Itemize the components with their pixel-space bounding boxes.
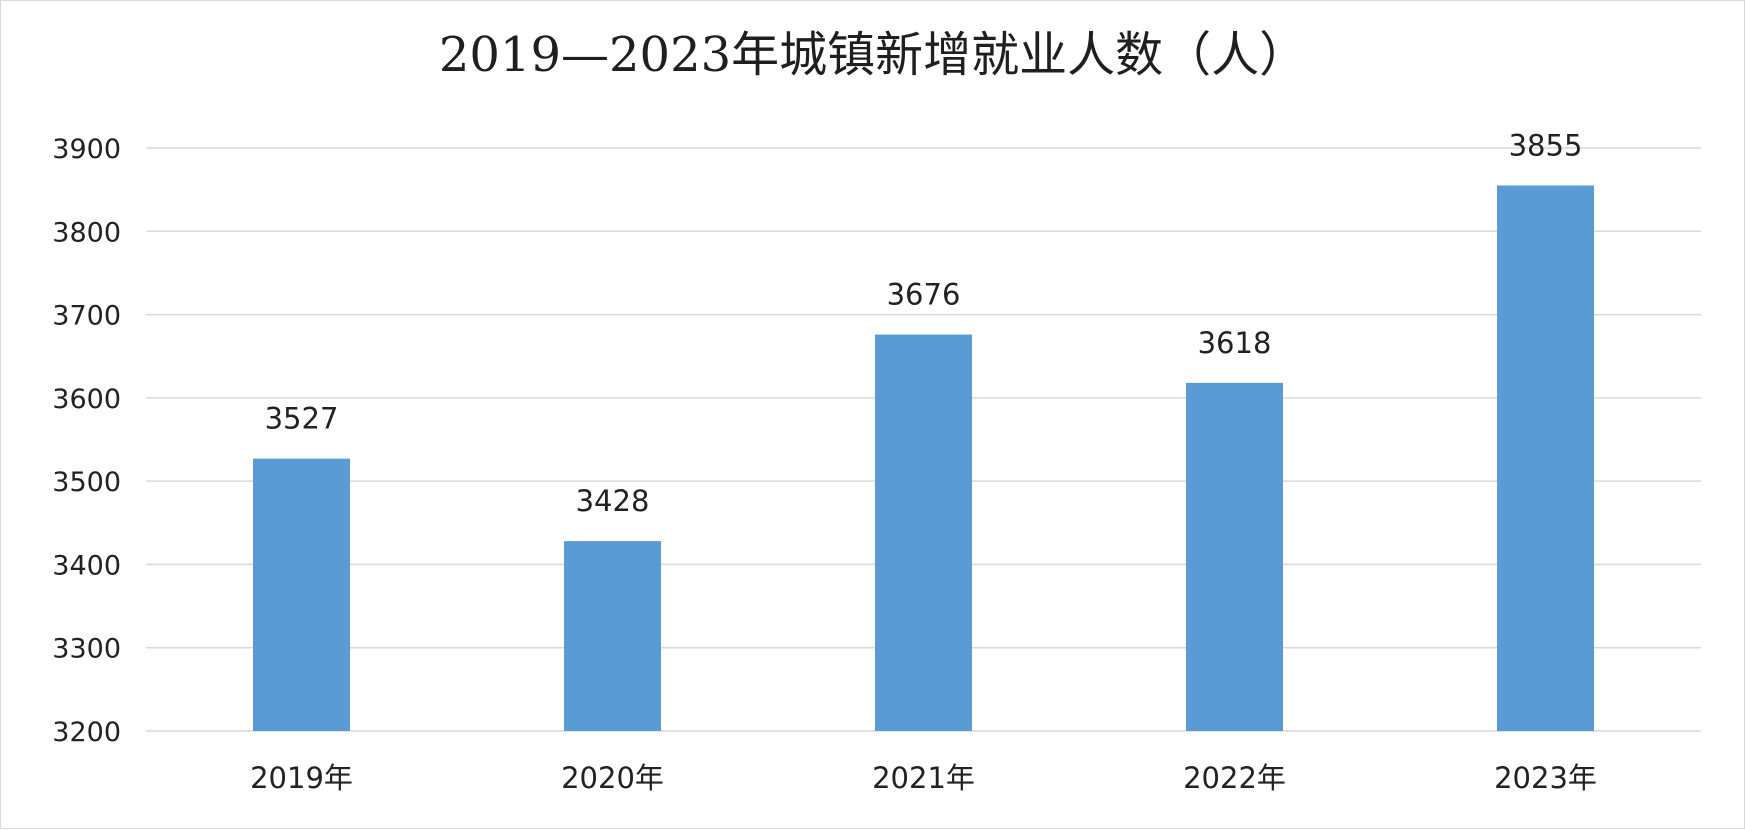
y-tick-label: 3200 <box>52 717 121 748</box>
data-label: 3855 <box>1509 128 1583 162</box>
data-labels: 3527 3428 3676 3618 3855 <box>265 128 1583 518</box>
y-tick-label: 3900 <box>52 134 121 165</box>
chart-title: 2019—2023年城镇新增就业人数（人） <box>439 27 1307 83</box>
y-tick-label: 3300 <box>52 634 121 665</box>
x-axis-categories: 2019年 2020年 2021年 2022年 2023年 <box>250 761 1597 795</box>
y-tick-label: 3800 <box>52 217 121 248</box>
bar <box>1186 382 1283 731</box>
bar <box>875 334 972 731</box>
y-tick-label: 3700 <box>52 301 121 332</box>
data-label: 3618 <box>1198 326 1272 360</box>
y-tick-label: 3400 <box>52 550 121 581</box>
y-tick-label: 3600 <box>52 384 121 415</box>
data-label: 3676 <box>887 278 961 312</box>
category-label: 2021年 <box>872 761 975 795</box>
category-label: 2023年 <box>1494 761 1597 795</box>
bar <box>253 458 350 731</box>
bars <box>253 185 1594 731</box>
bar <box>1497 185 1594 731</box>
data-label: 3527 <box>265 402 339 436</box>
data-label: 3428 <box>576 484 650 518</box>
category-label: 2019年 <box>250 761 353 795</box>
y-tick-label: 3500 <box>52 467 121 498</box>
category-label: 2022年 <box>1183 761 1286 795</box>
bar <box>564 541 661 731</box>
y-axis-ticks: 3200 3300 3400 3500 3600 3700 3800 3900 <box>52 134 121 748</box>
category-label: 2020年 <box>561 761 664 795</box>
